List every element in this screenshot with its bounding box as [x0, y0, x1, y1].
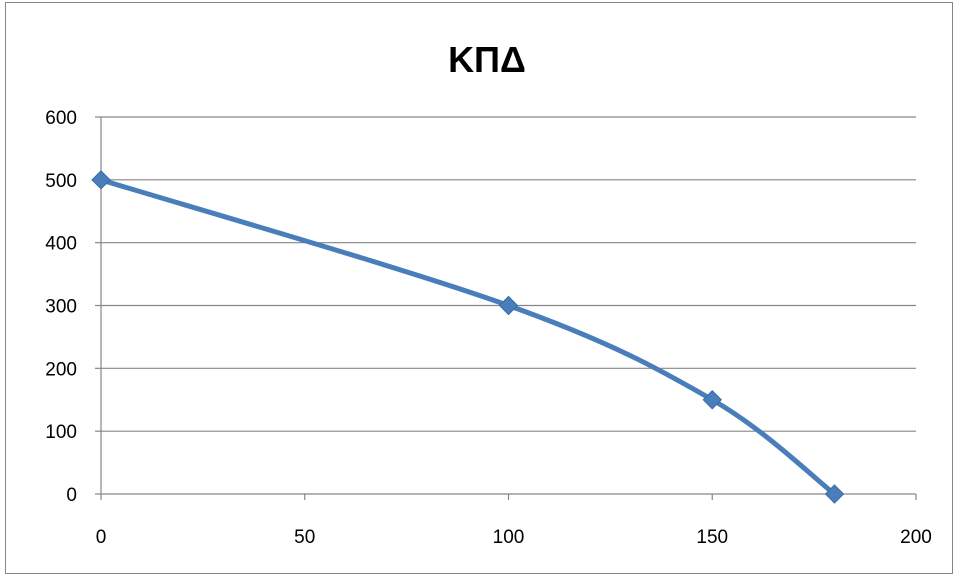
x-tick-label-50: 50	[294, 527, 315, 548]
series-group	[98, 177, 837, 497]
y-tick-label-400: 400	[45, 234, 77, 255]
chart-frame	[5, 2, 953, 574]
x-tick-label-100: 100	[493, 527, 525, 548]
y-tick-label-0: 0	[66, 485, 77, 506]
y-tick-labels: 0 100 200 300 400 500 600	[45, 108, 77, 506]
y-tick-label-600: 600	[45, 108, 77, 129]
data-point-0-1	[498, 295, 519, 316]
y-tick-label-300: 300	[45, 297, 77, 318]
x-tick-label-200: 200	[900, 527, 932, 548]
y-tick-label-100: 100	[45, 422, 77, 443]
y-tick-label-500: 500	[45, 171, 77, 192]
chart-title: ΚΠΔ	[448, 39, 526, 80]
y-tick-label-200: 200	[45, 359, 77, 380]
grid-lines	[101, 116, 916, 432]
x-tick-label-0: 0	[96, 527, 107, 548]
x-tick-label-150: 150	[696, 527, 728, 548]
data-point-0-0	[91, 170, 111, 190]
markers-group	[91, 170, 845, 504]
data-point-0-2	[702, 390, 722, 410]
series-line-0	[98, 177, 837, 497]
data-point-0-3	[824, 484, 845, 504]
x-tick-labels: 0 50 100 150 200	[96, 527, 932, 548]
